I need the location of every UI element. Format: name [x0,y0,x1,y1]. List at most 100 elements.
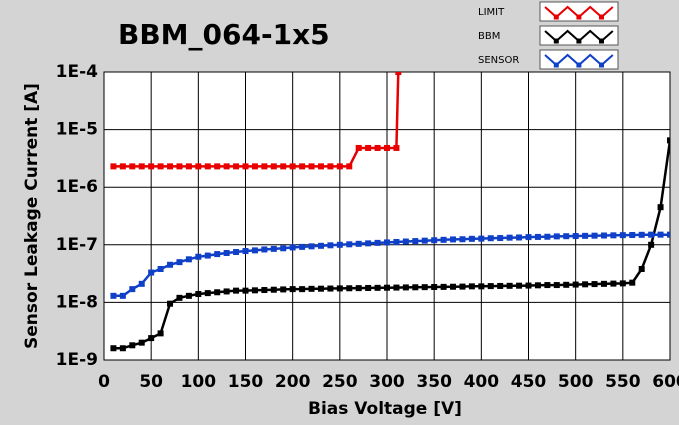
data-point [450,283,457,290]
data-point [214,251,221,258]
chart-title: BBM_064-1x5 [118,18,330,51]
y-axis-label: Sensor Leakage Current [A] [22,83,42,349]
data-point [619,280,626,287]
data-point [468,283,475,290]
data-point [119,292,126,299]
data-point [204,252,211,259]
data-point [365,144,372,151]
data-point [261,163,268,170]
data-point [308,285,315,292]
data-point [412,284,419,291]
x-tick-label: 400 [464,372,500,392]
data-point [327,242,334,249]
y-tick-label: 1E-6 [56,177,98,197]
data-point [308,243,315,250]
legend-swatch-box [539,25,619,46]
data-point [270,245,277,252]
data-point [167,300,174,307]
plot-border [103,71,671,361]
data-point [280,245,287,252]
y-tick-label: 1E-8 [56,292,98,312]
data-point [648,231,655,238]
data-point [395,72,402,75]
x-tick-label: 600 [652,372,679,392]
data-point [355,240,362,247]
data-point [629,231,636,238]
data-point [638,231,645,238]
data-point [299,286,306,293]
x-tick-label: 550 [605,372,641,392]
data-point [421,237,428,244]
data-point [468,235,475,242]
data-point [553,282,560,289]
x-tick-label: 200 [275,372,311,392]
data-point [233,163,240,170]
data-point [233,287,240,294]
data-point [667,231,670,238]
x-tick-label: 250 [322,372,358,392]
legend-swatch-marker [576,62,582,68]
data-point [289,244,296,251]
data-point [497,282,504,289]
x-tick-label: 100 [181,372,217,392]
data-point [195,290,202,297]
data-point [185,163,192,170]
data-point [534,282,541,289]
data-point [516,282,523,289]
legend-label: BBM [478,31,500,42]
data-point [176,294,183,301]
data-point [110,345,117,352]
data-point [167,261,174,268]
data-point [336,241,343,248]
data-point [129,163,136,170]
data-point [355,285,362,292]
data-point [459,236,466,243]
legend-swatch-marker [599,62,604,68]
data-point [553,233,560,240]
data-point [374,239,381,246]
data-point [591,281,598,288]
data-point [478,235,485,242]
data-point [214,163,221,170]
data-point [308,163,315,170]
data-point [157,266,164,273]
data-point [487,235,494,242]
data-point [393,284,400,291]
data-point [119,163,126,170]
data-point [110,292,117,299]
data-point [148,335,155,342]
data-point [544,233,551,240]
data-point [648,241,655,248]
data-point [506,234,513,241]
data-point [317,285,324,292]
data-point [402,238,409,245]
data-point [204,163,211,170]
data-point [629,279,636,286]
data-point [563,281,570,288]
x-tick-label: 500 [558,372,594,392]
legend-swatch-box [539,49,619,70]
data-point [195,253,202,260]
data-point [270,163,277,170]
data-point [119,345,126,352]
data-point [619,232,626,239]
data-point [195,163,202,170]
data-point [185,256,192,263]
data-point [440,283,447,290]
data-point [289,163,296,170]
data-point [299,243,306,250]
data-point [223,163,230,170]
x-tick-label: 350 [416,372,452,392]
legend-swatch-marker [553,14,559,20]
data-point [176,163,183,170]
data-point [525,234,532,241]
data-point [129,286,136,293]
data-point [251,247,258,254]
data-point [402,284,409,291]
data-point [214,289,221,296]
legend-swatch-marker [576,38,582,44]
data-point [582,232,589,239]
data-point [327,163,334,170]
data-point [336,285,343,292]
